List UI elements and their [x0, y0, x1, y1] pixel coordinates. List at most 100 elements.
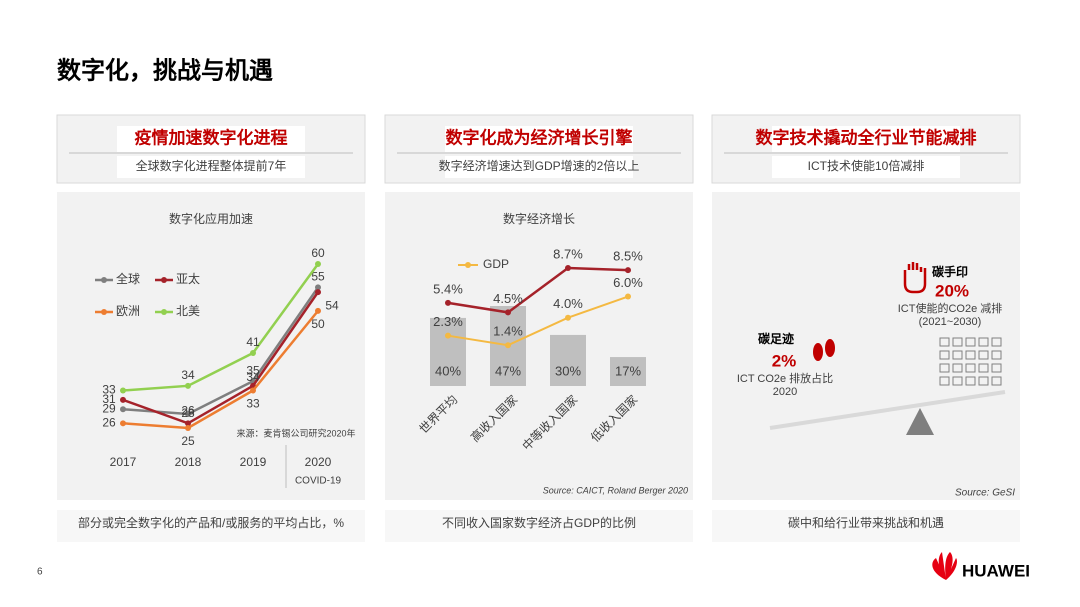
bar [550, 334, 586, 386]
logo-mark [932, 552, 957, 580]
industry-icon [952, 363, 963, 373]
annotation: COVID-19 [295, 476, 342, 487]
legend-dot [101, 309, 107, 315]
data-label: 2.3% [433, 314, 463, 329]
industry-icon [965, 337, 976, 347]
panel-subheading: ICT技术使能10倍减排 [808, 158, 925, 173]
industry-icon [939, 350, 950, 360]
industry-icon [952, 350, 963, 360]
data-label: 34 [181, 368, 195, 382]
bar [610, 357, 646, 386]
point [315, 289, 321, 296]
handprint-label: 碳手印 [932, 264, 968, 279]
point [625, 267, 631, 274]
foot-icon [813, 343, 823, 361]
data-label: 28 [181, 406, 195, 420]
handprint-value: 20% [935, 281, 969, 300]
point [120, 420, 126, 427]
point [505, 309, 511, 316]
footer-bar [712, 510, 1020, 542]
industry-icon [965, 363, 976, 373]
panel-heading: 疫情加速数字化进程 [135, 127, 288, 147]
panel-footer: 不同收入国家数字经济占GDP的比例 [442, 515, 636, 530]
bar-label: 30% [555, 363, 581, 378]
page-number: 6 [37, 567, 43, 578]
point [315, 284, 321, 291]
heading-bg [772, 126, 960, 152]
legend-dot [101, 277, 107, 283]
footprint-period: 2020 [773, 386, 797, 398]
point [315, 261, 321, 267]
data-label: 55 [311, 270, 325, 284]
seesaw [769, 390, 1006, 430]
hand-icon [903, 262, 927, 294]
legend-dot [161, 309, 167, 315]
data-label: 50 [311, 317, 325, 331]
series-line [122, 263, 320, 392]
data-label: 60 [311, 246, 325, 260]
data-label: 35 [246, 363, 260, 377]
data-label: 41 [246, 335, 260, 349]
panel-subheading: 全球数字化进程整体提前7年 [136, 158, 287, 173]
data-label: 8.5% [613, 249, 643, 264]
bar-label: 47% [495, 363, 521, 378]
series-line [122, 291, 320, 425]
point [185, 382, 191, 389]
point [185, 420, 191, 427]
industry-icon [991, 376, 1002, 386]
source: Source: CAICT, Roland Berger 2020 [543, 485, 688, 495]
x-tick-label: 2019 [240, 455, 267, 469]
industry-icon [991, 337, 1002, 347]
data-label: 26 [181, 403, 195, 417]
point [445, 299, 451, 306]
legend-label: 欧洲 [116, 304, 140, 318]
point [315, 307, 321, 314]
data-label: 33 [102, 383, 116, 397]
point [185, 425, 191, 431]
foot-icon [825, 339, 835, 357]
data-label: 1.4% [493, 324, 523, 339]
industry-icon [939, 363, 950, 373]
point [625, 293, 631, 300]
series-line [447, 266, 629, 314]
footer-bar [57, 510, 365, 542]
footprint-label: 碳足迹 [758, 331, 794, 346]
brand: HUAWEI [962, 561, 1030, 580]
industry-icon [991, 350, 1002, 360]
industry-icon [939, 337, 950, 347]
data-label: 6.0% [613, 275, 643, 290]
point [120, 406, 126, 413]
data-label: 4.0% [553, 296, 583, 311]
handprint-period: (2021~2030) [919, 316, 982, 328]
bar-label: 40% [435, 363, 461, 378]
legend-label: 全球 [116, 271, 140, 286]
slide-title: 数字化，挑战与机遇 [57, 56, 273, 84]
bar [430, 317, 466, 386]
bar-label: 17% [615, 363, 641, 378]
industry-icon [978, 363, 989, 373]
data-label: 25 [181, 434, 195, 448]
chart-area [57, 192, 365, 500]
point [565, 314, 571, 321]
industry-icon [952, 376, 963, 386]
data-label: 26 [102, 415, 116, 429]
source: Source: GeSI [955, 488, 1015, 499]
panel-heading: 数字化成为经济增长引擎 [446, 127, 634, 147]
series-line [447, 295, 629, 347]
industry-icon [939, 376, 950, 386]
data-label: 4.5% [493, 291, 523, 306]
point [505, 342, 511, 349]
legend-dot [465, 262, 471, 268]
footprint-value: 2% [772, 351, 797, 370]
legend-label: GDP [483, 257, 509, 271]
subheading-bg [772, 156, 960, 178]
data-label: 34 [246, 370, 260, 384]
point [565, 265, 571, 271]
heading-bg [117, 126, 305, 152]
data-label: 29 [102, 401, 116, 415]
point [185, 410, 191, 417]
industry-icon [952, 337, 963, 347]
data-label: 33 [246, 397, 260, 411]
chart-title: 数字化应用加速 [169, 211, 253, 226]
panel-footer: 部分或完全数字化的产品和/或服务的平均占比，% [78, 515, 344, 530]
